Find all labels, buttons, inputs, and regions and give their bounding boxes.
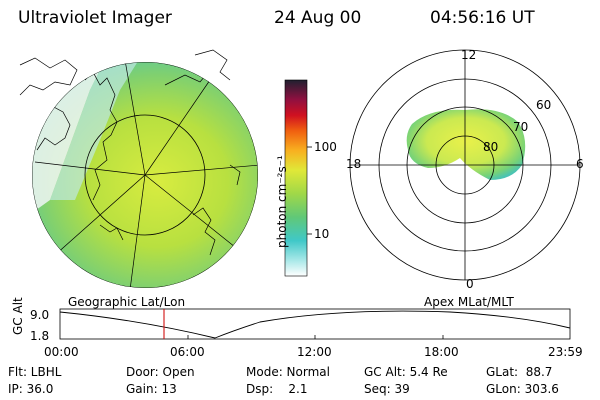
magnetic-caption: Apex MLat/MLT	[424, 295, 514, 309]
info-gain: Gain: 13	[126, 382, 177, 396]
info-glon: GLon: 303.6	[486, 382, 559, 396]
mlt-label-18: 18	[346, 157, 362, 171]
info-glat: GLat: 88.7	[486, 365, 553, 379]
altitude-timeline	[59, 308, 571, 340]
info-seq: Seq: 39	[364, 382, 410, 396]
magnetic-polar-plot	[349, 49, 581, 281]
info-filter: Flt: LBHL	[8, 365, 62, 379]
geographic-caption: Geographic Lat/Lon	[68, 295, 186, 309]
timeline-xtick-0000: 00:00	[44, 345, 79, 359]
timeline-ytick-bottom: 1.8	[30, 329, 50, 343]
info-dsp: Dsp: 2.1	[246, 382, 308, 396]
geographic-image	[19, 49, 258, 288]
timeline-xtick-1800: 18:00	[424, 345, 459, 359]
info-ip: IP: 36.0	[8, 382, 54, 396]
color-bar	[284, 79, 312, 277]
colorbar-tick-10: 10	[314, 227, 330, 241]
mlat-label-60: 60	[536, 98, 552, 112]
mlt-label-6: 6	[576, 157, 584, 171]
timeline-xtick-0600: 06:00	[170, 345, 205, 359]
colorbar-tick-100: 100	[314, 140, 337, 154]
timeline-xtick-2359: 23:59	[548, 345, 583, 359]
timeline-xtick-1200: 12:00	[297, 345, 332, 359]
info-door: Door: Open	[126, 365, 195, 379]
mlt-label-0: 0	[466, 277, 474, 291]
observation-time: 04:56:16 UT	[430, 8, 535, 28]
timeline-ytick-top: 9.0	[30, 308, 50, 322]
observation-date: 24 Aug 00	[274, 8, 362, 28]
info-gc-alt: GC Alt: 5.4 Re	[364, 365, 448, 379]
colorbar-unit-label: photon cm⁻²s⁻¹	[275, 155, 289, 248]
mlt-label-12: 12	[461, 48, 477, 62]
timeline-ylabel: GC Alt	[11, 297, 25, 335]
info-mode: Mode: Normal	[246, 365, 330, 379]
app-title: Ultraviolet Imager	[18, 8, 172, 28]
mlat-label-80: 80	[483, 140, 499, 154]
mlat-label-70: 70	[513, 120, 529, 134]
